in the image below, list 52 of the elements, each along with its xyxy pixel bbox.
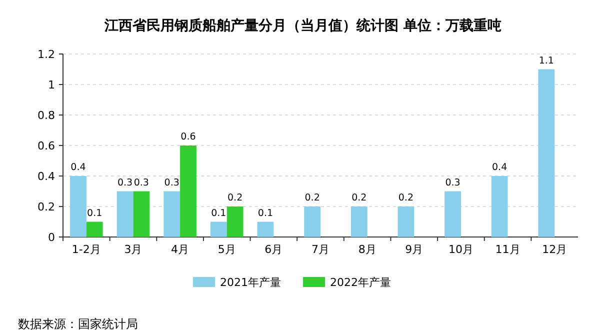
y-tick-label: 1.2 <box>38 48 55 61</box>
x-tick-label: 5月 <box>218 243 236 256</box>
y-tick-label: 0.8 <box>38 108 55 122</box>
data-label: 0.2 <box>228 192 243 204</box>
legend-label: 2021年产量 <box>220 276 281 289</box>
bar <box>538 69 555 237</box>
y-tick-label: 1 <box>48 78 55 92</box>
x-tick-label: 7月 <box>312 243 330 256</box>
y-tick-label: 0.4 <box>38 170 55 183</box>
data-label: 0.2 <box>352 192 367 204</box>
data-label: 0.1 <box>87 208 102 219</box>
bar <box>444 191 461 237</box>
bar <box>180 146 196 237</box>
bar <box>398 206 414 237</box>
data-label: 0.3 <box>445 177 460 188</box>
bar <box>491 176 508 237</box>
bar <box>70 176 86 237</box>
data-label: 0.3 <box>117 177 133 188</box>
data-label: 1.1 <box>538 55 554 66</box>
data-label: 0.6 <box>180 132 196 142</box>
x-tick-label: 3月 <box>124 243 142 256</box>
data-label: 0.4 <box>492 162 508 173</box>
x-tick-label: 10月 <box>448 243 474 256</box>
data-label: 0.1 <box>211 208 226 219</box>
x-tick-label: 11月 <box>495 243 520 256</box>
x-tick-label: 4月 <box>171 243 190 256</box>
data-label: 0.1 <box>258 208 274 219</box>
y-tick-label: 0 <box>48 230 55 244</box>
x-tick-label: 1-2月 <box>72 243 101 256</box>
legend-label: 2022年产量 <box>330 276 391 289</box>
bar <box>210 222 227 237</box>
bar <box>133 191 150 237</box>
bar <box>226 206 244 237</box>
bar <box>257 222 274 237</box>
x-tick-label: 9月 <box>405 243 424 256</box>
data-label: 0.3 <box>134 177 149 188</box>
data-label: 0.2 <box>398 192 414 204</box>
x-tick-label: 12月 <box>542 243 568 256</box>
data-label: 0.2 <box>304 192 320 204</box>
bar <box>116 191 134 237</box>
x-tick-label: 8月 <box>358 243 376 256</box>
bar <box>164 191 180 237</box>
y-tick-label: 0.2 <box>38 200 55 214</box>
data-label: 0.4 <box>70 162 86 173</box>
y-tick-label: 0.6 <box>38 139 55 152</box>
bar <box>304 206 320 237</box>
data-label: 0.3 <box>164 177 180 188</box>
bar <box>350 206 368 237</box>
source-note: 数据来源：国家统计局 <box>18 317 138 330</box>
chart-title: 江西省民用钢质船舶产量分月（当月值）统计图 单位：万载重吨 <box>104 17 502 34</box>
x-tick-label: 6月 <box>264 243 283 256</box>
bar <box>86 222 103 237</box>
